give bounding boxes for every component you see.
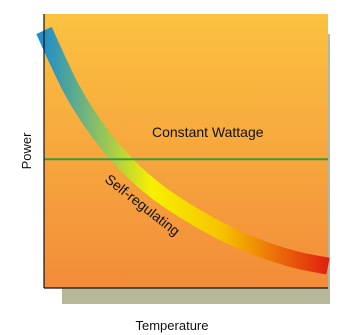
series-self-regulating-line <box>36 26 330 275</box>
x-axis-label: Temperature <box>136 318 209 333</box>
y-axis-label: Power <box>19 132 34 170</box>
plot-area <box>44 14 328 288</box>
series-label-constant-wattage: Constant Wattage <box>152 124 264 140</box>
series-layer <box>36 26 330 275</box>
